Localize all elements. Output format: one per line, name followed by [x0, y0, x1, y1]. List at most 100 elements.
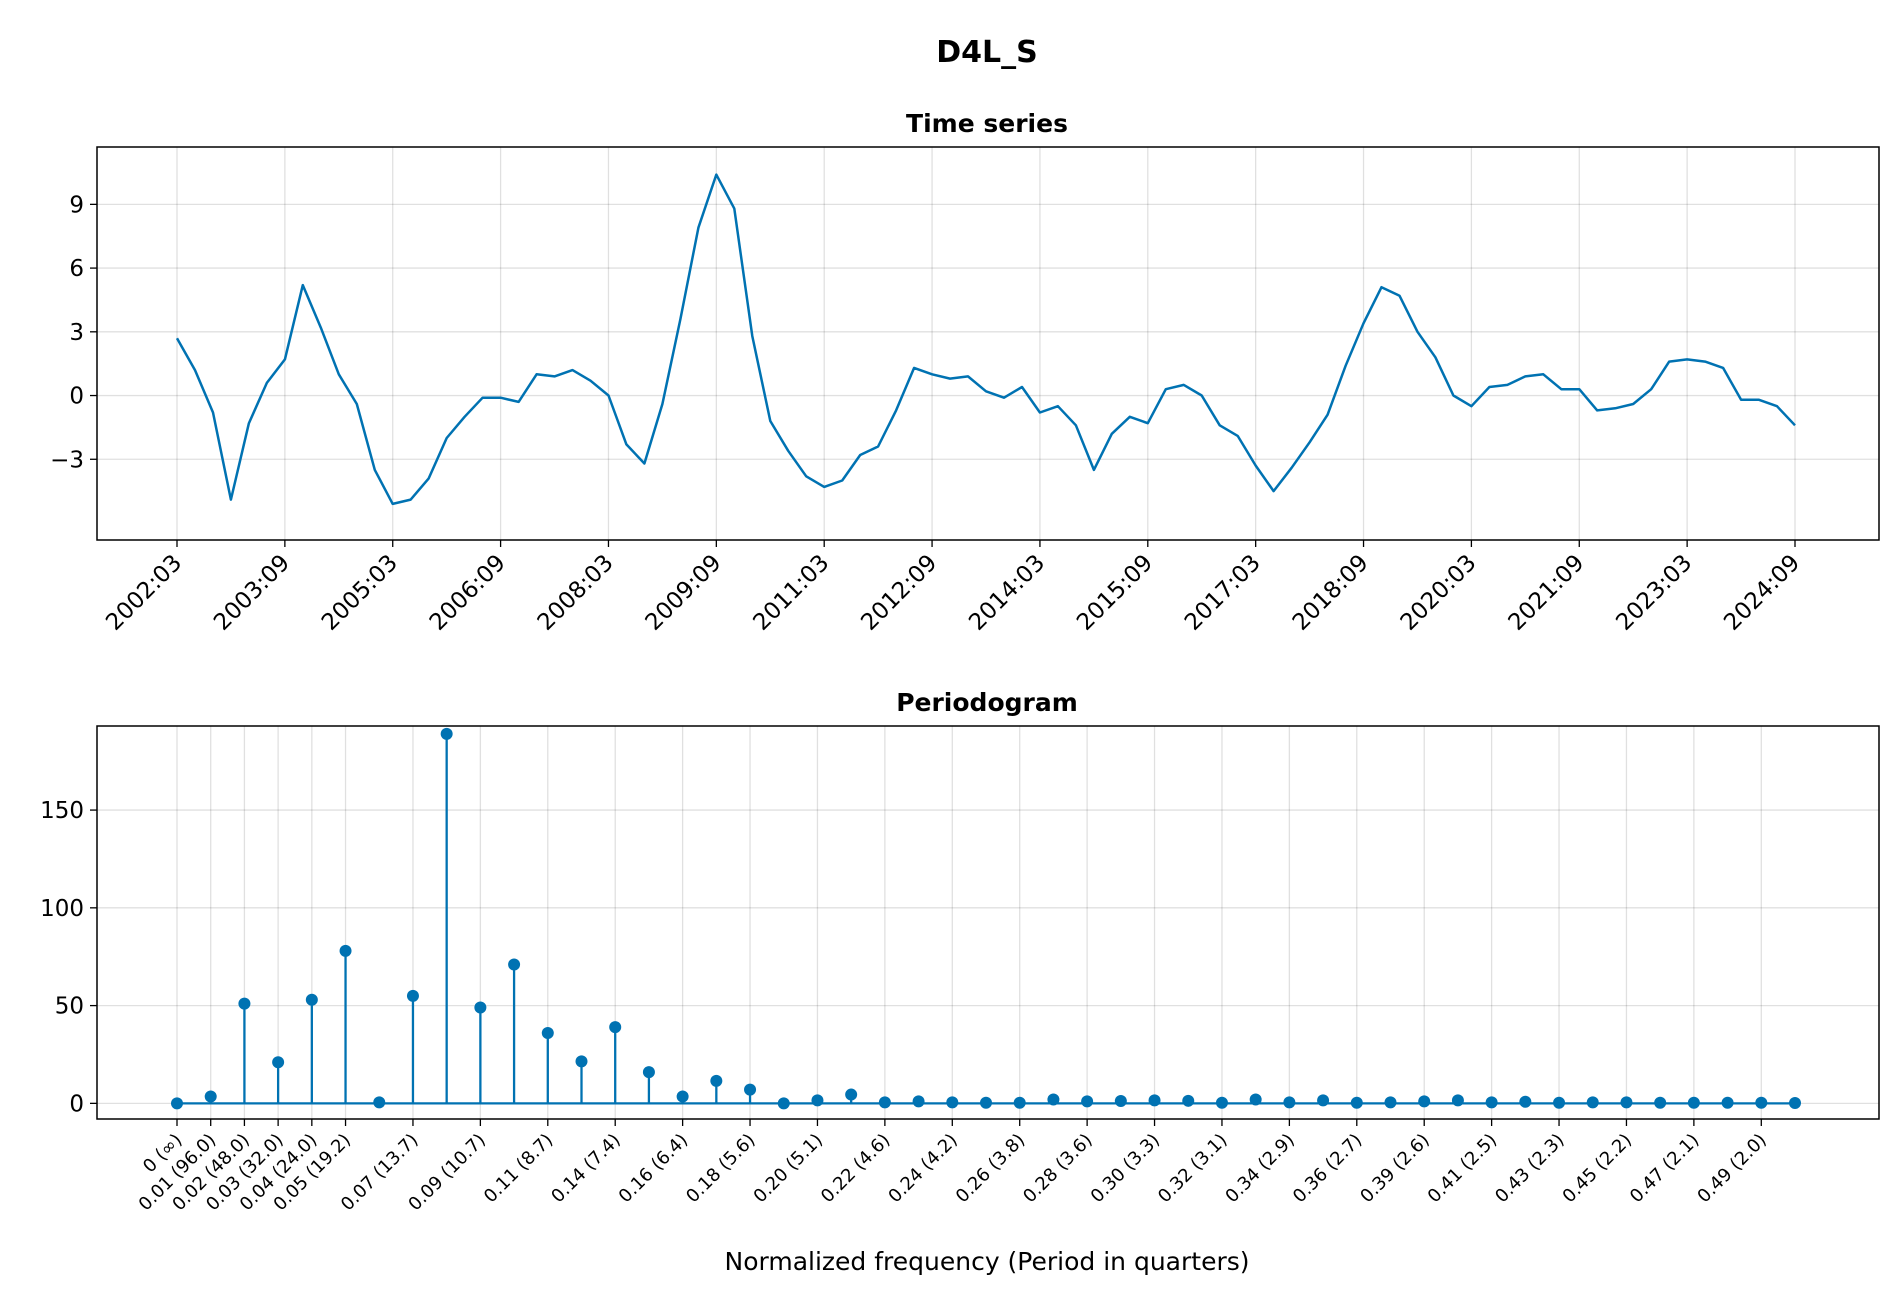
pg-point: [1114, 1095, 1127, 1108]
ts-x-tick-label: 2023:03: [1611, 550, 1697, 636]
pg-point: [1047, 1093, 1060, 1106]
time-series-marks: [175, 173, 1796, 506]
pg-y-tick-label: 100: [40, 896, 84, 922]
pg-point: [1789, 1096, 1801, 1109]
ts-y-tick-label: −3: [50, 447, 84, 473]
pg-y-tick-label: 150: [40, 798, 84, 824]
pg-x-tick-label: 0.16 (6.4): [615, 1130, 692, 1207]
pg-x-tick-label: 0.45 (2.2): [1559, 1130, 1636, 1207]
pg-point: [1215, 1096, 1228, 1109]
pg-x-tick-label: 0.24 (4.2): [884, 1130, 961, 1207]
pg-x-tick-label: 0.34 (2.9): [1221, 1130, 1298, 1207]
ts-x-tick-label: 2012:09: [856, 550, 942, 636]
pg-point: [1081, 1095, 1094, 1108]
ts-series-line: [175, 173, 1796, 506]
periodogram-grid: [97, 726, 1879, 1119]
periodogram-title: Periodogram: [896, 688, 1078, 717]
pg-x-tick-label: 0.41 (2.5): [1424, 1130, 1501, 1207]
pg-point: [744, 1083, 757, 1096]
pg-point: [204, 1090, 217, 1103]
pg-point: [676, 1090, 689, 1103]
pg-point: [878, 1096, 891, 1109]
ts-x-tick-label: 2002:03: [101, 550, 187, 636]
pg-point: [642, 1066, 655, 1079]
pg-point: [1451, 1094, 1464, 1107]
ts-x-tick-label: 2011:03: [748, 550, 834, 636]
pg-point: [1350, 1096, 1363, 1109]
pg-point: [373, 1096, 386, 1109]
pg-point: [238, 997, 251, 1010]
pg-y-tick-label: 50: [55, 994, 84, 1020]
pg-point: [508, 958, 521, 971]
pg-x-tick-label: 0.32 (3.1): [1154, 1130, 1231, 1207]
ts-y-tick-label: 0: [69, 384, 84, 410]
ts-y-tick-label: 9: [69, 192, 84, 218]
ts-x-tick-label: 2020:03: [1396, 550, 1482, 636]
pg-point: [1654, 1096, 1667, 1109]
pg-point: [912, 1095, 925, 1108]
ts-y-tick-label: 3: [69, 320, 84, 346]
pg-point: [1418, 1095, 1431, 1108]
pg-point: [1384, 1096, 1397, 1109]
pg-point: [1721, 1096, 1734, 1109]
ts-x-tick-label: 2021:09: [1504, 550, 1590, 636]
pg-x-tick-label: 0.22 (4.6): [817, 1130, 894, 1207]
pg-x-tick-label: 0.30 (3.3): [1087, 1130, 1164, 1207]
time-series-title: Time series: [906, 109, 1068, 138]
periodogram-marks: [171, 727, 1801, 1110]
pg-point: [710, 1074, 723, 1087]
pg-point: [1182, 1094, 1195, 1107]
pg-point: [1249, 1093, 1262, 1106]
pg-point: [1519, 1095, 1532, 1108]
ts-y-tick-label: 6: [69, 256, 84, 282]
time-series-axes-frame: [96, 146, 1880, 541]
pg-x-tick-label: 0.43 (2.3): [1491, 1130, 1568, 1207]
ts-x-tick-label: 2015:09: [1072, 550, 1158, 636]
periodogram-panel: Periodogram 0 (∞)0.01 (96.0)0.02 (48.0)0…: [40, 688, 1880, 1276]
ts-x-tick-label: 2018:09: [1288, 550, 1374, 636]
pg-point: [1553, 1096, 1566, 1109]
pg-point: [980, 1096, 992, 1109]
pg-point: [1283, 1096, 1296, 1109]
ts-x-tick-label: 2024:09: [1719, 550, 1805, 636]
pg-x-tick-label: 0.47 (2.1): [1626, 1130, 1703, 1207]
periodogram-xlabel: Normalized frequency (Period in quarters…: [725, 1247, 1250, 1276]
time-series-grid: [97, 147, 1879, 540]
pg-point: [845, 1088, 858, 1101]
pg-x-tick-label: 0.14 (7.4): [547, 1130, 624, 1207]
ts-x-tick-label: 2017:03: [1180, 550, 1266, 636]
pg-point: [1620, 1096, 1633, 1109]
pg-point: [1485, 1096, 1498, 1109]
pg-point: [946, 1096, 959, 1109]
time-series-panel: Time series 2002:03 2003:09 2005:03 2006:09…: [50, 109, 1880, 636]
pg-point: [440, 727, 453, 740]
pg-point: [1148, 1094, 1161, 1107]
ts-x-tick-label: 2008:03: [533, 550, 619, 636]
pg-point: [609, 1021, 622, 1034]
ts-x-tick-label: 2006:09: [425, 550, 511, 636]
ts-x-tick-label: 2014:03: [964, 550, 1050, 636]
periodogram-ticks: 0 (∞)0.01 (96.0)0.02 (48.0)0.03 (32.0)0.…: [40, 798, 1771, 1215]
pg-point: [339, 944, 352, 957]
pg-point: [272, 1056, 285, 1069]
pg-y-tick-label: 0: [69, 1091, 84, 1117]
pg-point: [1013, 1096, 1026, 1109]
pg-point: [1755, 1096, 1768, 1109]
pg-x-tick-label: 0.18 (5.6): [682, 1130, 759, 1207]
pg-point: [474, 1001, 487, 1014]
time-series-ticks: 2002:03 2003:09 2005:03 2006:09 2008:03 2009:…: [50, 192, 1805, 635]
pg-point: [541, 1026, 554, 1039]
periodogram-axes-frame: [96, 725, 1880, 1120]
pg-x-tick-label: 0.49 (2.0): [1693, 1130, 1770, 1207]
ts-x-tick-label: 2003:09: [209, 550, 295, 636]
ts-x-tick-label: 2009:09: [641, 550, 727, 636]
pg-point: [171, 1097, 183, 1110]
pg-x-tick-label: 0.28 (3.6): [1019, 1130, 1096, 1207]
pg-point: [811, 1094, 824, 1107]
pg-point: [1687, 1096, 1700, 1109]
pg-point: [406, 989, 419, 1002]
ts-x-tick-label: 2005:03: [317, 550, 403, 636]
pg-x-tick-label: 0.26 (3.8): [952, 1130, 1029, 1207]
